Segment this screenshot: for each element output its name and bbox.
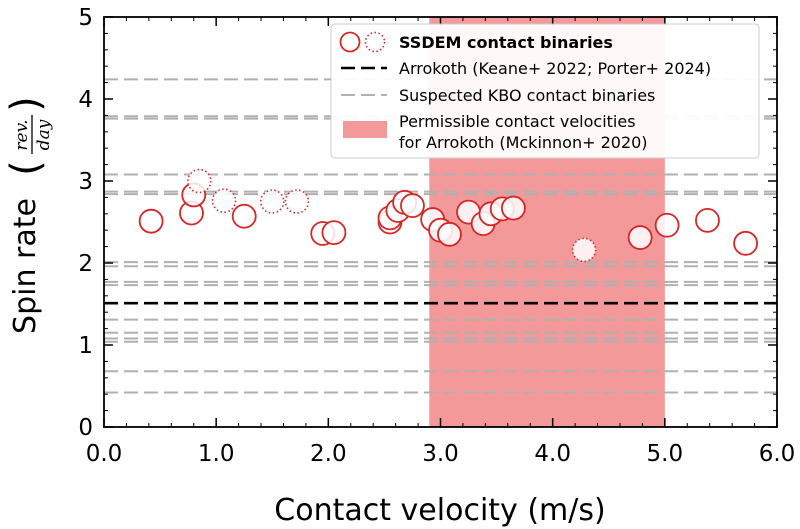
ssdem-point-18 bbox=[501, 195, 526, 221]
x-tick-label: 2.0 bbox=[310, 441, 347, 467]
ssdem-point-0 bbox=[138, 208, 164, 234]
ssdem-point-20 bbox=[654, 212, 680, 238]
ssdem-point-3 bbox=[231, 203, 257, 229]
legend-marker-dotted bbox=[364, 31, 386, 53]
x-tick-label: 6.0 bbox=[759, 441, 796, 467]
x-tick-label: 4.0 bbox=[534, 441, 571, 467]
ssdem-point-13 bbox=[437, 221, 462, 247]
legend-label-ssdem: SSDEM contact binaries bbox=[399, 33, 613, 52]
legend-label-suspected: Suspected KBO contact binaries bbox=[399, 86, 655, 105]
x-axis-label: Contact velocity (m/s) bbox=[274, 493, 605, 528]
x-tick-label: 1.0 bbox=[198, 441, 235, 467]
y-tick-label: 5 bbox=[78, 5, 93, 31]
legend-patch-permissible bbox=[343, 121, 387, 138]
y-tick-label: 4 bbox=[78, 87, 93, 113]
y-axis-label-paren-open: ( bbox=[3, 160, 49, 176]
x-tick-label: 5.0 bbox=[647, 441, 684, 467]
ssdem-point-22 bbox=[733, 230, 758, 256]
y-tick-label: 2 bbox=[78, 251, 93, 277]
legend-box bbox=[330, 23, 760, 159]
legend: SSDEM contact binaries Arrokoth (Keane+ … bbox=[330, 23, 760, 159]
legend-label-permissible-line2: for Arrokoth (Mckinnon+ 2020) bbox=[399, 133, 648, 152]
y-axis-label-fraction-num: rev. bbox=[12, 119, 32, 150]
ssdem-point-19 bbox=[627, 225, 653, 250]
ssdem-point-21 bbox=[695, 207, 720, 233]
ssdem-point-5 bbox=[321, 220, 347, 246]
ssdem-dotted-point-0 bbox=[187, 168, 212, 194]
legend-label-arrokoth: Arrokoth (Keane+ 2022; Porter+ 2024) bbox=[399, 59, 711, 78]
y-tick-label: 0 bbox=[78, 415, 93, 441]
y-axis-label-prefix: Spin rate bbox=[8, 198, 43, 334]
x-tick-label: 3.0 bbox=[422, 441, 459, 467]
y-tick-label: 3 bbox=[78, 169, 93, 195]
ssdem-point-10 bbox=[400, 193, 425, 219]
x-tick-label: 0.0 bbox=[86, 441, 123, 467]
ssdem-dotted-point-1 bbox=[211, 188, 237, 213]
y-axis-label: Spin rate ( rev. day ) bbox=[3, 96, 54, 334]
y-tick-label: 1 bbox=[78, 333, 93, 359]
ssdem-dotted-point-4 bbox=[571, 237, 597, 263]
ssdem-dotted-point-2 bbox=[259, 189, 285, 214]
legend-marker-solid bbox=[339, 31, 361, 53]
y-axis-label-fraction-den: day bbox=[34, 119, 54, 150]
y-axis-label-paren-close: ) bbox=[3, 96, 49, 112]
legend-label-permissible-line1: Permissible contact velocities bbox=[399, 112, 636, 131]
ssdem-dotted-point-3 bbox=[284, 189, 310, 214]
